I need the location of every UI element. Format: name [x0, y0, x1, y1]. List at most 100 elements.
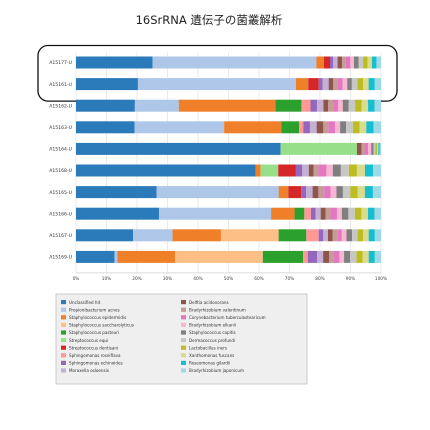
legend-label: Staphylococcus saccharolyticus [69, 323, 134, 328]
bar-segment-a15177-u-moraxella-osloensis [333, 56, 338, 69]
legend-label: Moraxella osloensis [69, 368, 109, 373]
bar-segment-a15166-u-staphylococcus-pasteuri [294, 207, 305, 220]
bar-segment-a15177-u-corynebacterium-tuberculostearicum [345, 56, 351, 69]
bar-segment-a15164-u-corynebacterium-tuberculostearicum [364, 142, 369, 155]
bar-segment-a15167-u-xanthomonas-fuscans [363, 229, 369, 242]
bar-segment-a15167-u-propionibacterium-acnes [133, 229, 173, 242]
bar-segment-a15162-u-roseomonas-gilardii [368, 99, 375, 112]
bar-segment-a15169-u-staphylococcus-pasteuri [262, 250, 304, 263]
bar-segment-a15169-u-delftia-acidovorans [323, 250, 330, 263]
legend-label: Staphylococcus capitis [189, 330, 236, 335]
bar-segment-a15163-u-lactobacillus-iners [352, 121, 360, 134]
bar-segment-a15165-u-propionibacterium-acnes [156, 186, 279, 199]
bar-segment-a15162-u-dermacoccus-profundi [348, 99, 356, 112]
bar-segment-a15177-u-propionibacterium-acnes [152, 56, 317, 69]
bar-segment-a15168-u-corynebacterium-tuberculostearicum [318, 164, 327, 177]
legend-label: Sphingomonas echinoides [69, 361, 123, 366]
bar-segment-a15164-u-roseomonas-gilardii [378, 142, 380, 155]
bar-segment-a15167-u-bradyrhizobium-elkanii [341, 229, 347, 242]
legend-swatch [61, 307, 66, 312]
legend-swatch [61, 322, 66, 327]
bar-segment-a15163-u-bradyrhizobium-japonicum [373, 121, 381, 134]
bar-segment-a15169-u-moraxella-osloensis [316, 250, 324, 263]
bar-segment-a15164-u-bradyrhizobium-elkanii [368, 142, 372, 155]
legend-swatch [181, 338, 186, 343]
x-tick-label: 30% [163, 276, 173, 282]
bar-segment-a15161-u-moraxella-osloensis [322, 78, 329, 91]
legend-swatch [181, 368, 186, 373]
bar-segment-a15177-u-delftia-acidovorans [337, 56, 343, 69]
bar-segment-a15166-u-staphylococcus-epidermidis [271, 207, 295, 220]
bar-segment-a15165-u-unclassified-hit [76, 186, 157, 199]
bar-segment-a15168-u-streptococcus-equi [260, 164, 279, 177]
bar-segment-a15166-u-bradyrhizobium-elkanii [336, 207, 342, 220]
bar-segment-a15168-u-roseomonas-gilardii [364, 164, 373, 177]
bar-segment-a15177-u-bradyrhizobium-elkanii [350, 56, 354, 69]
bar-segment-a15169-u-staphylococcus-capitis [344, 250, 351, 263]
bar-segment-a15164-u-lactobacillus-iners [375, 142, 378, 155]
bar-segment-a15167-u-staphylococcus-epidermidis [172, 229, 221, 242]
x-tick-label: 80% [315, 276, 325, 282]
legend-label: Unclassified hit [69, 300, 101, 305]
legend-swatch [61, 368, 66, 373]
bar-segment-a15161-u-bradyrhizobium-valentinum [333, 78, 338, 91]
bar-segment-a15177-u-staphylococcus-capitis [353, 56, 359, 69]
bar-segment-a15168-u-moraxella-osloensis [302, 164, 309, 177]
bar-segment-a15161-u-bradyrhizobium-elkanii [342, 78, 348, 91]
bar-segment-a15163-u-bradyrhizobium-elkanii [335, 121, 341, 134]
bar-segment-a15161-u-propionibacterium-acnes [137, 78, 296, 91]
bar-segment-a15166-u-corynebacterium-tuberculostearicum [330, 207, 337, 220]
bar-segment-a15166-u-sphingomonas-roseiflava [304, 207, 311, 220]
bar-segment-a15177-u-streptococcus-dentisani [323, 56, 331, 69]
bar-segment-a15163-u-staphylococcus-capitis [340, 121, 347, 134]
bar-segment-a15177-u-roseomonas-gilardii [371, 56, 377, 69]
category-label: A15165-U [49, 190, 72, 196]
bar-segment-a15166-u-dermacoccus-profundi [348, 207, 355, 220]
x-tick-label: 70% [285, 276, 295, 282]
bar-segment-a15168-u-delftia-acidovorans [308, 164, 314, 177]
bar-segment-a15162-u-sphingomonas-echinoides [310, 99, 317, 112]
bar-segment-a15169-u-dermacoccus-profundi [350, 250, 357, 263]
bar-segment-a15169-u-unclassified-hit [76, 250, 115, 263]
legend-label: Propionibacterium acnes [69, 307, 120, 312]
bar-segment-a15169-u-sphingomonas-echinoides [307, 250, 317, 263]
bar-segment-a15166-u-bradyrhizobium-valentinum [325, 207, 331, 220]
bar-segment-a15162-u-staphylococcus-capitis [342, 99, 349, 112]
bar-segment-a15168-u-staphylococcus-epidermidis [255, 164, 261, 177]
bar-segment-a15166-u-sphingomonas-echinoides [310, 207, 316, 220]
x-tick-label: 90% [346, 276, 356, 282]
bar-segment-a15161-u-dermacoccus-profundi [351, 78, 358, 91]
bar-segment-a15167-u-staphylococcus-pasteuri [278, 229, 307, 242]
bar-segment-a15167-u-lactobacillus-iners [357, 229, 364, 242]
bar-segment-a15165-u-bradyrhizobium-valentinum [318, 186, 325, 199]
bars-layer [76, 56, 381, 263]
bar-segment-a15169-u-corynebacterium-tuberculostearicum [333, 250, 340, 263]
bar-segment-a15165-u-dermacoccus-profundi [342, 186, 351, 199]
bar-segment-a15168-u-bradyrhizobium-valentinum [313, 164, 319, 177]
bar-segment-a15177-u-bradyrhizobium-japonicum [376, 56, 381, 69]
bar-segment-a15167-u-staphylococcus-saccharolyticus [220, 229, 279, 242]
bar-segment-a15165-u-corynebacterium-tuberculostearicum [324, 186, 331, 199]
bar-segment-a15163-u-staphylococcus-pasteuri [281, 121, 300, 134]
legend-swatch [181, 360, 186, 365]
legend-label: Bradyrhizobium japonicum [189, 368, 244, 373]
bar-segment-a15166-u-propionibacterium-acnes [159, 207, 272, 220]
bar-segment-a15169-u-bradyrhizobium-elkanii [339, 250, 345, 263]
category-label: A15167-U [49, 233, 72, 239]
bar-segment-a15167-u-bradyrhizobium-japonicum [374, 229, 381, 242]
bar-segment-a15165-u-sphingomonas-echinoides [301, 186, 307, 199]
bar-segment-a15167-u-dermacoccus-profundi [352, 229, 358, 242]
bar-segment-a15169-u-bradyrhizobium-valentinum [329, 250, 334, 263]
bar-segment-a15163-u-unclassified-hit [76, 121, 135, 134]
bar-segment-a15163-u-moraxella-osloensis [309, 121, 317, 134]
legend-swatch [181, 307, 186, 312]
legend-label: Roseomonas gilardii [189, 361, 230, 366]
bar-segment-a15162-u-corynebacterium-tuberculostearicum [333, 99, 338, 112]
bar-segment-a15177-u-dermacoccus-profundi [358, 56, 364, 69]
legend-label: Staphylococcus pasteuri [69, 330, 119, 335]
bar-segment-a15162-u-bradyrhizobium-elkanii [337, 99, 343, 112]
legend-swatch [181, 330, 186, 335]
legend-swatch [61, 338, 66, 343]
legend-swatch [61, 330, 66, 335]
bar-segment-a15161-u-unclassified-hit [76, 78, 138, 91]
